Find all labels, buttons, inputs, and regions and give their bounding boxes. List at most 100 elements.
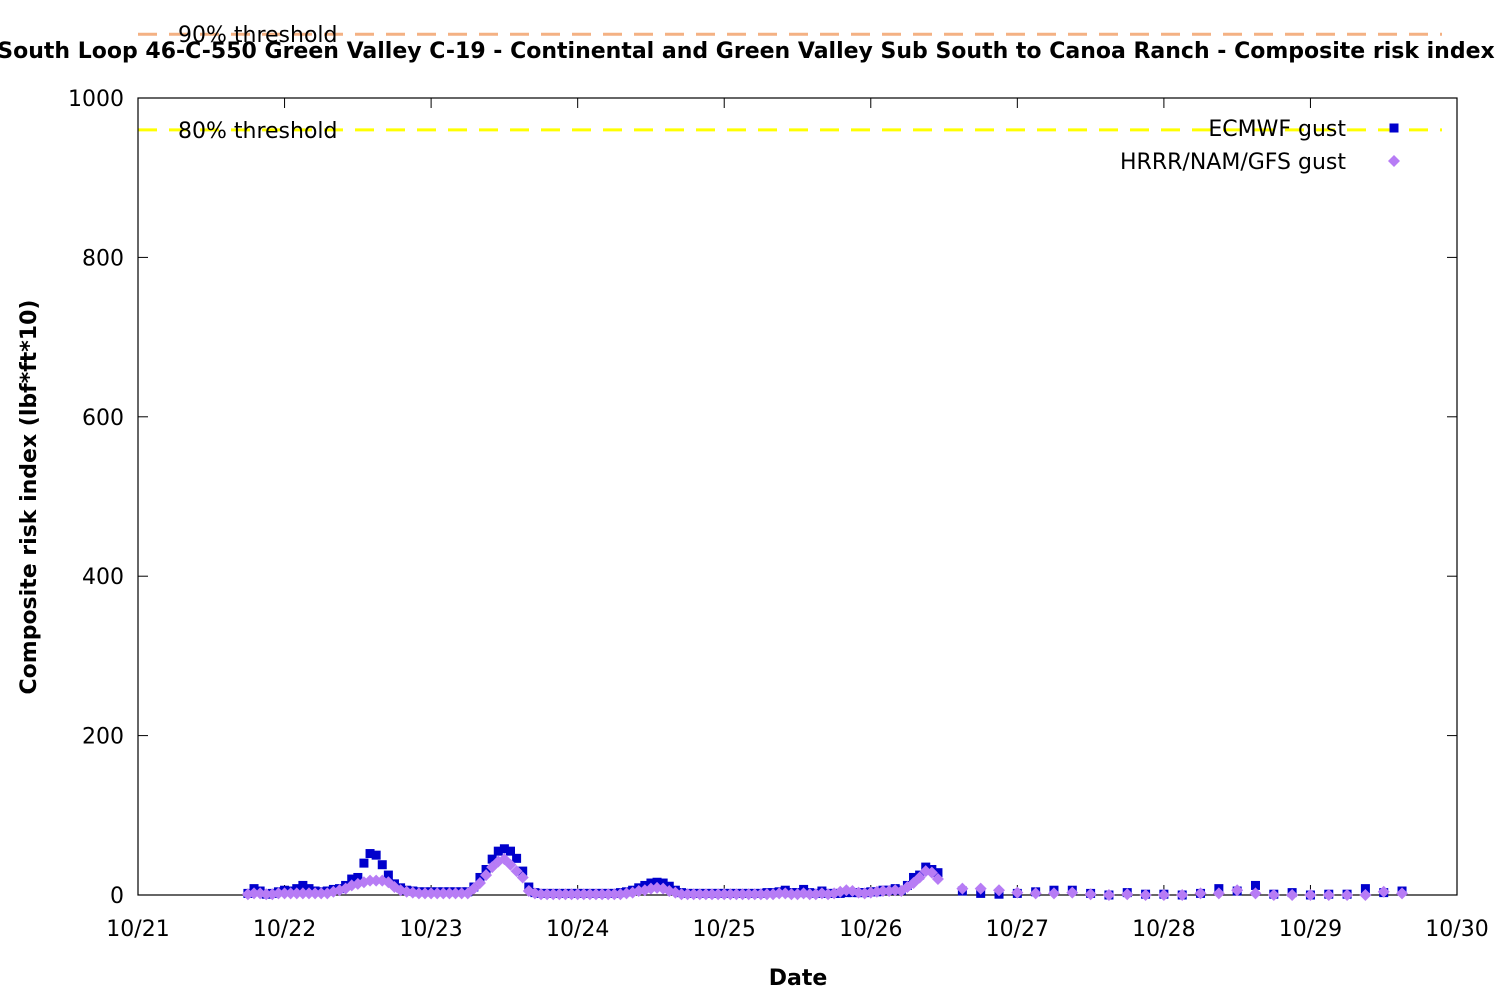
- data-point: [760, 888, 773, 901]
- data-point: [443, 887, 456, 900]
- data-point: [364, 874, 377, 887]
- data-point: [681, 888, 694, 901]
- data-point: [565, 888, 578, 901]
- data-point: [602, 888, 615, 901]
- data-point: [589, 888, 602, 901]
- x-tick-label: 10/26: [839, 917, 902, 942]
- data-point: [1267, 889, 1280, 901]
- data-point: [974, 882, 987, 895]
- data-point: [736, 888, 749, 901]
- y-tick-label: 400: [82, 565, 124, 590]
- data-point: [1157, 889, 1170, 901]
- data-point: [724, 888, 737, 901]
- data-point: [1396, 887, 1409, 900]
- x-tick-label: 10/30: [1425, 917, 1488, 942]
- y-axis-label: Composite risk index (lbf*ft*10): [17, 300, 42, 695]
- data-point: [748, 888, 761, 901]
- ticks-layer: 10/21 10/22 10/23 10/24 10/25 10/26 10/27 10/28…: [68, 87, 1489, 942]
- threshold-label: 90% threshold: [178, 23, 338, 48]
- data-point: [1194, 887, 1207, 900]
- data-point: [473, 877, 486, 890]
- legend-label: HRRR/NAM/GFS gust: [1120, 150, 1346, 175]
- plot-area: [137, 97, 1458, 896]
- data-point: [1121, 888, 1134, 901]
- data-point: [449, 887, 462, 900]
- data-point: [993, 884, 1006, 897]
- data-point: [278, 887, 291, 900]
- data-point: [706, 888, 719, 901]
- data-point: [571, 888, 584, 901]
- data-point: [510, 865, 523, 878]
- data-point: [353, 872, 363, 882]
- data-point: [298, 880, 308, 890]
- data-point: [596, 888, 609, 901]
- data-point: [785, 888, 798, 901]
- data-point: [803, 888, 816, 901]
- x-tick-label: 10/24: [546, 917, 609, 942]
- data-point: [1102, 889, 1115, 901]
- x-axis-label: Date: [769, 966, 828, 991]
- data-point: [773, 887, 786, 900]
- legend-label: ECMWF gust: [1208, 117, 1346, 142]
- data-point: [371, 850, 381, 860]
- data-point: [309, 887, 322, 900]
- x-tick-label: 10/28: [1132, 917, 1195, 942]
- thresholds-layer: 90% threshold 80% threshold: [138, 23, 1442, 144]
- legend-marker: [1388, 155, 1400, 167]
- data-point: [742, 888, 755, 901]
- data-point: [699, 888, 712, 901]
- data-point: [535, 888, 548, 901]
- data-point: [359, 858, 369, 868]
- legend: ECMWF gust HRRR/NAM/GFS gust: [1120, 117, 1400, 175]
- data-point: [693, 888, 706, 901]
- data-point: [1360, 884, 1370, 894]
- threshold-label: 80% threshold: [178, 119, 338, 144]
- data-point: [913, 871, 926, 884]
- data-point: [315, 887, 328, 900]
- data-point: [419, 887, 432, 900]
- data-point: [302, 887, 315, 900]
- data-point: [541, 888, 554, 901]
- data-point: [504, 858, 517, 871]
- data-point: [931, 873, 944, 886]
- data-point: [455, 887, 468, 900]
- data-point: [260, 888, 273, 901]
- data-point: [365, 849, 375, 859]
- data-point: [377, 860, 387, 870]
- x-tick-label: 10/21: [106, 917, 169, 942]
- data-point: [577, 888, 590, 901]
- data-point: [370, 874, 383, 887]
- data-point: [1341, 889, 1354, 901]
- data-point: [675, 888, 688, 901]
- data-point: [547, 888, 560, 901]
- data-point: [1139, 889, 1152, 901]
- data-point: [437, 887, 450, 900]
- data-point: [754, 888, 767, 901]
- data-point: [284, 887, 297, 900]
- data-point: [583, 888, 596, 901]
- x-tick-label: 10/22: [253, 917, 316, 942]
- data-point: [487, 854, 497, 864]
- data-point: [1359, 889, 1372, 901]
- y-tick-label: 0: [110, 884, 124, 909]
- data-point: [1212, 887, 1225, 900]
- data-point: [1250, 880, 1260, 890]
- data-point: [559, 888, 572, 901]
- data-point: [925, 866, 938, 879]
- data-point: [1084, 888, 1097, 901]
- data-point: [493, 846, 503, 856]
- data-point: [1286, 889, 1299, 901]
- data-point: [431, 887, 444, 900]
- data-point: [272, 887, 285, 900]
- data-point: [687, 888, 700, 901]
- data-point: [290, 887, 303, 900]
- data-point: [499, 844, 509, 854]
- y-tick-label: 1000: [68, 87, 124, 112]
- legend-marker: [1389, 123, 1399, 133]
- data-point: [425, 887, 438, 900]
- data-point: [412, 887, 425, 900]
- data-point: [553, 888, 566, 901]
- data-point: [1322, 889, 1335, 901]
- data-point: [1176, 889, 1189, 901]
- data-point: [512, 853, 522, 863]
